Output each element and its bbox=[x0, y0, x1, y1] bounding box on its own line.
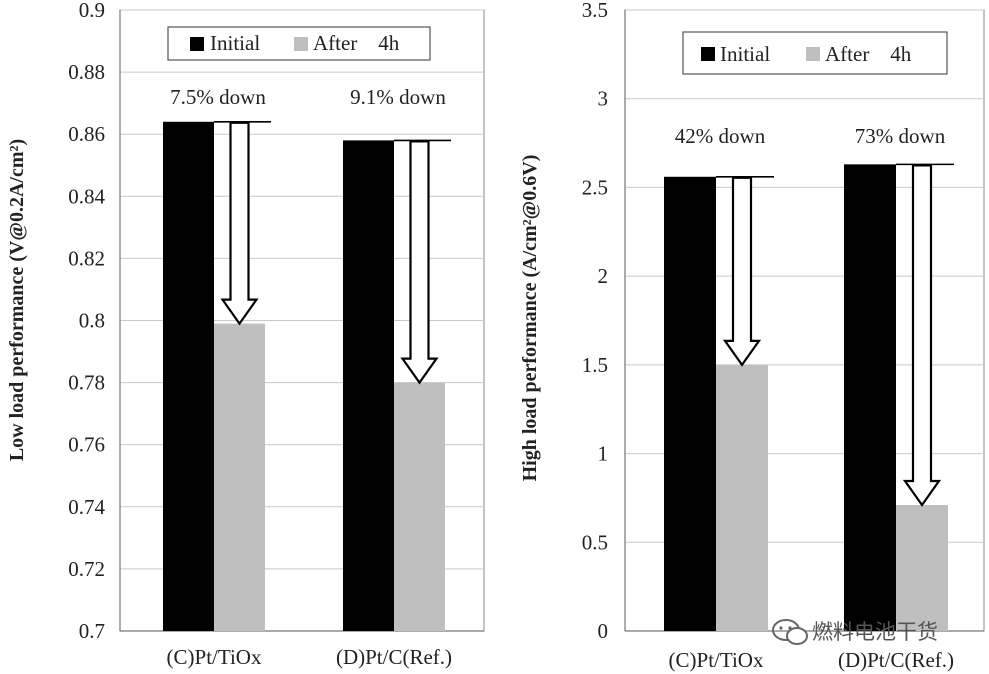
y-tick-label: 0 bbox=[598, 619, 609, 643]
bar-after bbox=[716, 364, 768, 631]
legend: Initial After 4h bbox=[167, 26, 431, 61]
y-tick-label: 0.76 bbox=[68, 433, 105, 457]
y-tick-labels: 0 0.5 1 1.5 2 2.5 3 3.5 bbox=[582, 0, 608, 643]
bar-after bbox=[896, 505, 948, 631]
y-axis-label: Low load performance (V@0.2A/cm²) bbox=[6, 139, 28, 461]
annotations: 7.5% down 9.1% down bbox=[170, 85, 446, 109]
legend-swatch-after bbox=[806, 47, 820, 61]
down-arrow bbox=[400, 140, 439, 385]
bars bbox=[664, 164, 948, 632]
down-arrows bbox=[214, 120, 451, 385]
legend-label-after: After 4h bbox=[825, 42, 912, 66]
bar-initial bbox=[163, 121, 214, 631]
y-tick-label: 0.88 bbox=[68, 60, 105, 84]
down-arrows bbox=[716, 163, 954, 507]
y-tick-label: 1.5 bbox=[582, 353, 608, 377]
watermark-text: 燃料电池干货 bbox=[812, 620, 938, 644]
y-tick-label: 3 bbox=[598, 87, 609, 111]
low-load-chart: Low load performance (V@0.2A/cm²) 0.70.7… bbox=[6, 0, 485, 669]
percent-drop-label: 42% down bbox=[675, 124, 766, 148]
bars bbox=[163, 121, 445, 631]
y-tick-label: 2 bbox=[598, 264, 609, 288]
legend-swatch-initial bbox=[701, 47, 715, 61]
x-tick-labels: (C)Pt/TiOx (D)Pt/C(Ref.) bbox=[669, 648, 955, 672]
y-tick-label: 0.78 bbox=[68, 371, 105, 395]
y-tick-label: 3.5 bbox=[582, 0, 608, 22]
category-label: (C)Pt/TiOx bbox=[167, 645, 262, 669]
category-label: (D)Pt/C(Ref.) bbox=[336, 645, 452, 669]
percent-drop-label: 73% down bbox=[855, 124, 946, 148]
y-tick-label: 1 bbox=[598, 442, 609, 466]
annotations: 42% down 73% down bbox=[675, 124, 946, 148]
bar-initial bbox=[844, 164, 896, 631]
high-load-chart: High load performance (A/cm²@0.6V) 0 0.5 1… bbox=[519, 0, 985, 672]
y-tick-label: 0.5 bbox=[582, 530, 608, 554]
y-tick-label: 0.8 bbox=[79, 309, 105, 333]
bar-initial bbox=[343, 140, 394, 631]
category-label: (D)Pt/C(Ref.) bbox=[838, 648, 954, 672]
y-tick-label: 0.84 bbox=[68, 184, 105, 208]
down-arrow bbox=[220, 121, 259, 326]
y-tick-label: 0.82 bbox=[68, 246, 105, 270]
down-arrow bbox=[902, 164, 942, 507]
legend-swatch-after bbox=[294, 37, 308, 51]
y-tick-label: 0.74 bbox=[68, 495, 105, 519]
down-arrow bbox=[722, 176, 762, 367]
y-tick-label: 0.7 bbox=[79, 619, 105, 643]
legend-swatch-initial bbox=[190, 37, 204, 51]
bar-initial bbox=[664, 176, 716, 632]
percent-drop-label: 7.5% down bbox=[170, 85, 266, 109]
watermark: 燃料电池干货 bbox=[772, 619, 938, 645]
y-tick-label: 0.9 bbox=[79, 0, 105, 22]
bar-after bbox=[214, 323, 265, 631]
legend-label-after: After 4h bbox=[313, 31, 400, 55]
y-tick-label: 0.72 bbox=[68, 557, 105, 581]
y-tick-label: 0.86 bbox=[68, 122, 105, 146]
legend-label-initial: Initial bbox=[720, 42, 770, 66]
wechat-icon bbox=[772, 619, 808, 645]
bar-after bbox=[394, 382, 445, 631]
y-axis-label: High load performance (A/cm²@0.6V) bbox=[519, 155, 541, 482]
y-tick-label: 2.5 bbox=[582, 175, 608, 199]
category-label: (C)Pt/TiOx bbox=[669, 648, 764, 672]
percent-drop-label: 9.1% down bbox=[350, 85, 446, 109]
legend-label-initial: Initial bbox=[210, 31, 260, 55]
legend: Initial After 4h bbox=[682, 31, 948, 75]
x-tick-labels: (C)Pt/TiOx (D)Pt/C(Ref.) bbox=[167, 645, 453, 669]
y-tick-labels: 0.7 0.72 0.74 0.76 0.78 0.8 0.82 0.84 0.86 0.88 0.… bbox=[68, 0, 105, 643]
